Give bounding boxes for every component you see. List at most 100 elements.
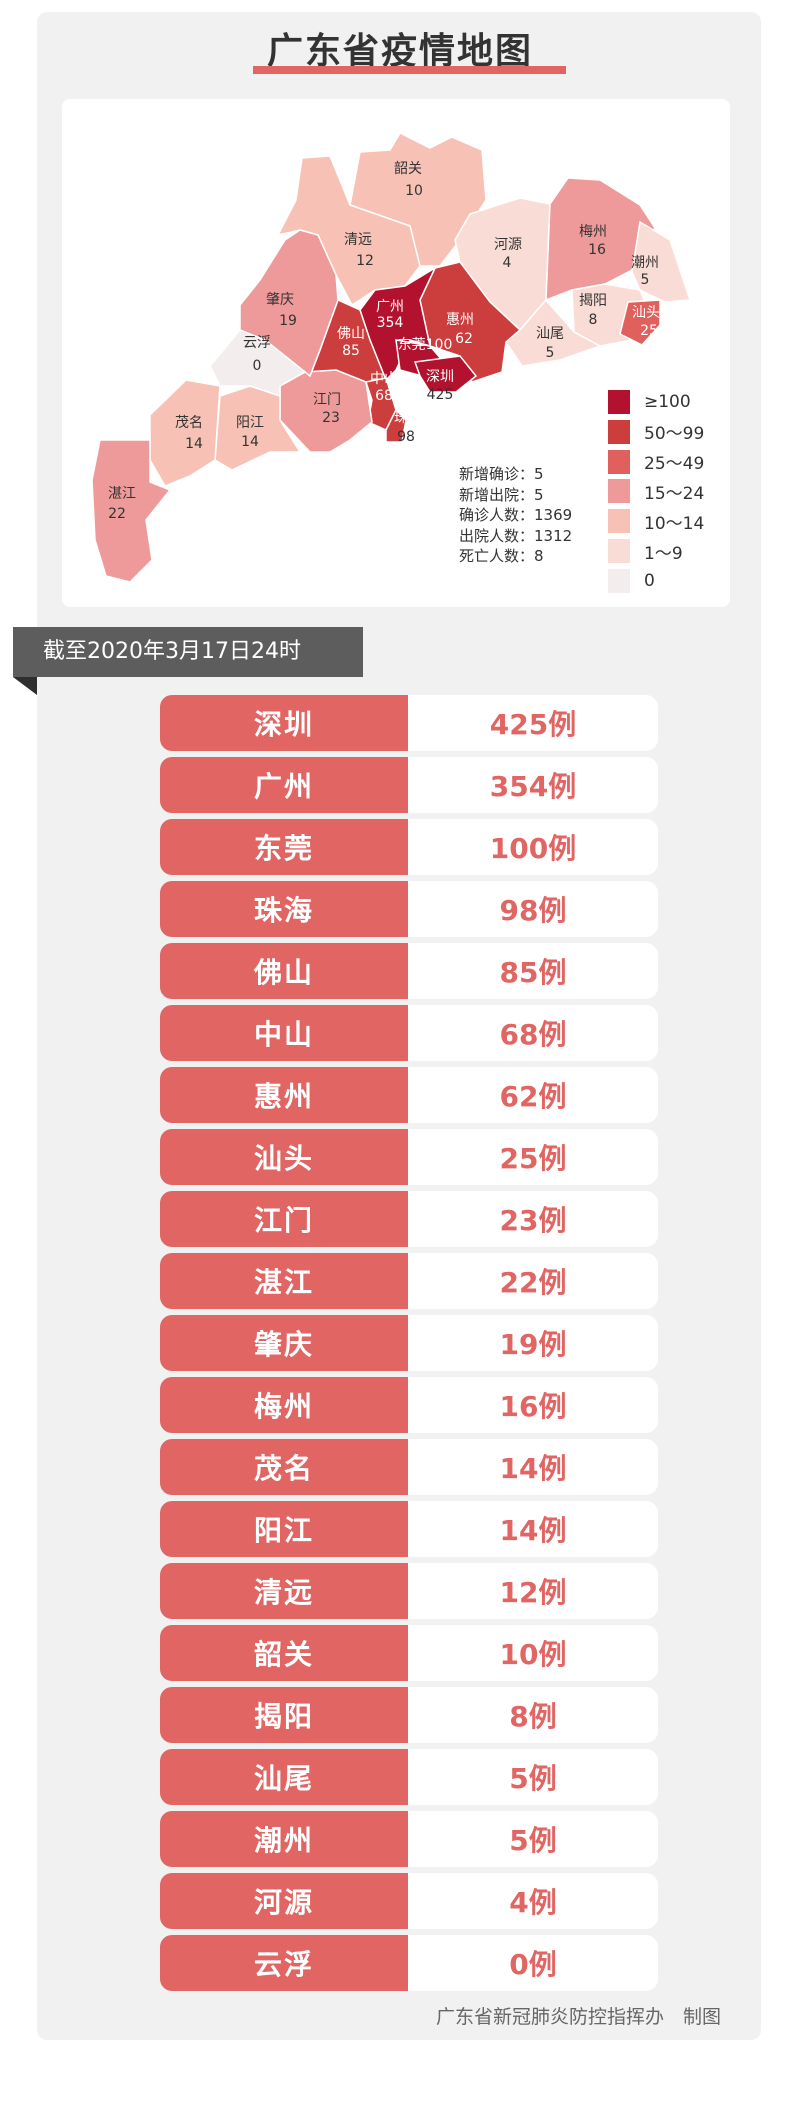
- region-shape: [413, 355, 478, 393]
- city-row: 广州 354例: [160, 757, 658, 813]
- city-name: 肇庆: [160, 1315, 408, 1371]
- stat-line: 新增确诊：5: [459, 465, 544, 483]
- case-count: 12例: [499, 1576, 567, 1609]
- case-count: 23例: [499, 1204, 567, 1237]
- city-name: 汕尾: [160, 1749, 408, 1805]
- city-row: 佛山 85例: [160, 943, 658, 999]
- region-shape: [209, 329, 307, 398]
- city-name: 阳江: [160, 1501, 408, 1557]
- region-name: 茂名: [175, 414, 203, 431]
- region-name: 潮州: [631, 255, 659, 271]
- region-name: 中山: [370, 371, 398, 387]
- city-name: 佛山: [160, 943, 408, 999]
- region-name: 汕尾: [536, 326, 564, 342]
- city-row: 深圳 425例: [160, 695, 658, 751]
- region-value: 25: [640, 323, 658, 339]
- region-shape: [214, 385, 302, 471]
- case-count: 14例: [499, 1514, 567, 1547]
- legend-label: 15～24: [644, 483, 705, 504]
- map-region-2: 河源 4: [454, 197, 551, 332]
- case-count: 425例: [489, 708, 577, 741]
- page-title: 广东省疫情地图: [266, 31, 533, 72]
- city-row: 汕头 25例: [160, 1129, 658, 1185]
- city-name: 广州: [160, 757, 408, 813]
- city-row: 清远 12例: [160, 1563, 658, 1619]
- region-value: 5: [546, 345, 555, 361]
- date-banner: 截至2020年3月17日24时: [13, 627, 363, 677]
- region-name: 肇庆: [266, 292, 294, 308]
- case-count: 25例: [499, 1142, 567, 1175]
- region-value: 8: [589, 312, 598, 328]
- legend-item: 15～24: [608, 479, 705, 504]
- region-shape: [385, 408, 407, 443]
- region-shape: [279, 369, 373, 453]
- city-row: 云浮 0例: [160, 1935, 658, 1991]
- map-region-3: 梅州 16: [545, 177, 656, 302]
- map-region-6: 汕头 25: [619, 299, 661, 346]
- region-value: 14: [185, 436, 203, 452]
- region-name: 湛江: [108, 486, 136, 502]
- legend-swatch: [608, 390, 630, 414]
- legend-item: 25～49: [608, 449, 705, 475]
- city-name: 云浮: [160, 1935, 408, 1991]
- city-name: 河源: [160, 1873, 408, 1929]
- region-value: 354: [377, 315, 404, 331]
- region-name: 河源: [494, 237, 522, 253]
- city-row: 湛江 22例: [160, 1253, 658, 1309]
- city-row: 潮州 5例: [160, 1811, 658, 1867]
- case-count: 100例: [489, 832, 577, 865]
- city-name: 深圳: [160, 695, 408, 751]
- case-count: 354例: [489, 770, 577, 803]
- region-value: 16: [588, 242, 606, 258]
- region-shape: [631, 220, 692, 303]
- city-name: 中山: [160, 1005, 408, 1061]
- legend-item: 50～99: [608, 419, 704, 444]
- legend-swatch: [608, 509, 630, 534]
- city-row: 珠海 98例: [160, 881, 658, 937]
- city-row: 揭阳 8例: [160, 1687, 658, 1743]
- city-row: 茂名 14例: [160, 1439, 658, 1495]
- city-name: 珠海: [160, 881, 408, 937]
- region-value: 68: [375, 388, 393, 404]
- map-region-18: 阳江 14: [214, 385, 302, 471]
- region-name: 惠州: [446, 312, 474, 328]
- case-count: 5例: [509, 1824, 557, 1857]
- city-row: 汕尾 5例: [160, 1749, 658, 1805]
- map-region-17: 云浮 0: [209, 329, 307, 398]
- legend-label: 10～14: [644, 513, 705, 534]
- region-value: 19: [279, 313, 297, 329]
- region-value: 4: [503, 255, 512, 271]
- banner-fold: [13, 677, 37, 695]
- city-name: 江门: [160, 1191, 408, 1247]
- footer-credit: 广东省新冠肺炎防控指挥办 制图: [435, 2006, 721, 2028]
- map-region-15: 江门 23: [279, 369, 373, 453]
- city-name: 汕头: [160, 1129, 408, 1185]
- legend-swatch: [608, 419, 630, 444]
- map-region-0: 韶关 10: [349, 132, 487, 267]
- region-value: 5: [641, 272, 650, 288]
- city-row: 东莞 100例: [160, 819, 658, 875]
- legend-swatch: [608, 539, 630, 563]
- city-name: 惠州: [160, 1067, 408, 1123]
- region-name: 珠海: [394, 410, 422, 426]
- city-row: 江门 23例: [160, 1191, 658, 1247]
- case-count: 68例: [499, 1018, 567, 1051]
- city-row: 中山 68例: [160, 1005, 658, 1061]
- region-value: 98: [397, 429, 415, 445]
- city-name: 韶关: [160, 1625, 408, 1681]
- region-value: 0: [253, 358, 262, 374]
- city-name: 潮州: [160, 1811, 408, 1867]
- region-shape: [505, 298, 602, 367]
- case-count: 5例: [509, 1762, 557, 1795]
- region-name: 清远: [344, 232, 372, 248]
- region-name: 佛山: [337, 326, 365, 342]
- city-row: 阳江 14例: [160, 1501, 658, 1557]
- case-count: 62例: [499, 1080, 567, 1113]
- legend-label: 25～49: [644, 454, 705, 475]
- case-count: 19例: [499, 1328, 567, 1361]
- map-region-20: 湛江 22: [91, 439, 172, 583]
- legend-label: 1～9: [644, 543, 683, 564]
- stat-line: 新增出院：5: [459, 485, 544, 504]
